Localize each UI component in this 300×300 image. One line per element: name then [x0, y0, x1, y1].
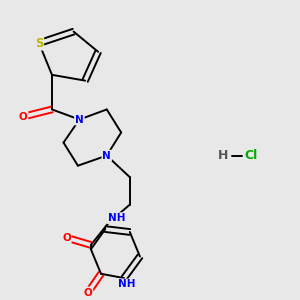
- Text: N: N: [102, 151, 111, 160]
- Text: S: S: [35, 37, 43, 50]
- Text: N: N: [75, 115, 84, 124]
- Text: NH: NH: [107, 213, 125, 223]
- Text: O: O: [19, 112, 28, 122]
- Text: O: O: [62, 233, 71, 243]
- Text: H: H: [218, 149, 229, 162]
- Text: Cl: Cl: [244, 149, 257, 162]
- Text: NH: NH: [118, 279, 136, 290]
- Text: O: O: [84, 287, 92, 298]
